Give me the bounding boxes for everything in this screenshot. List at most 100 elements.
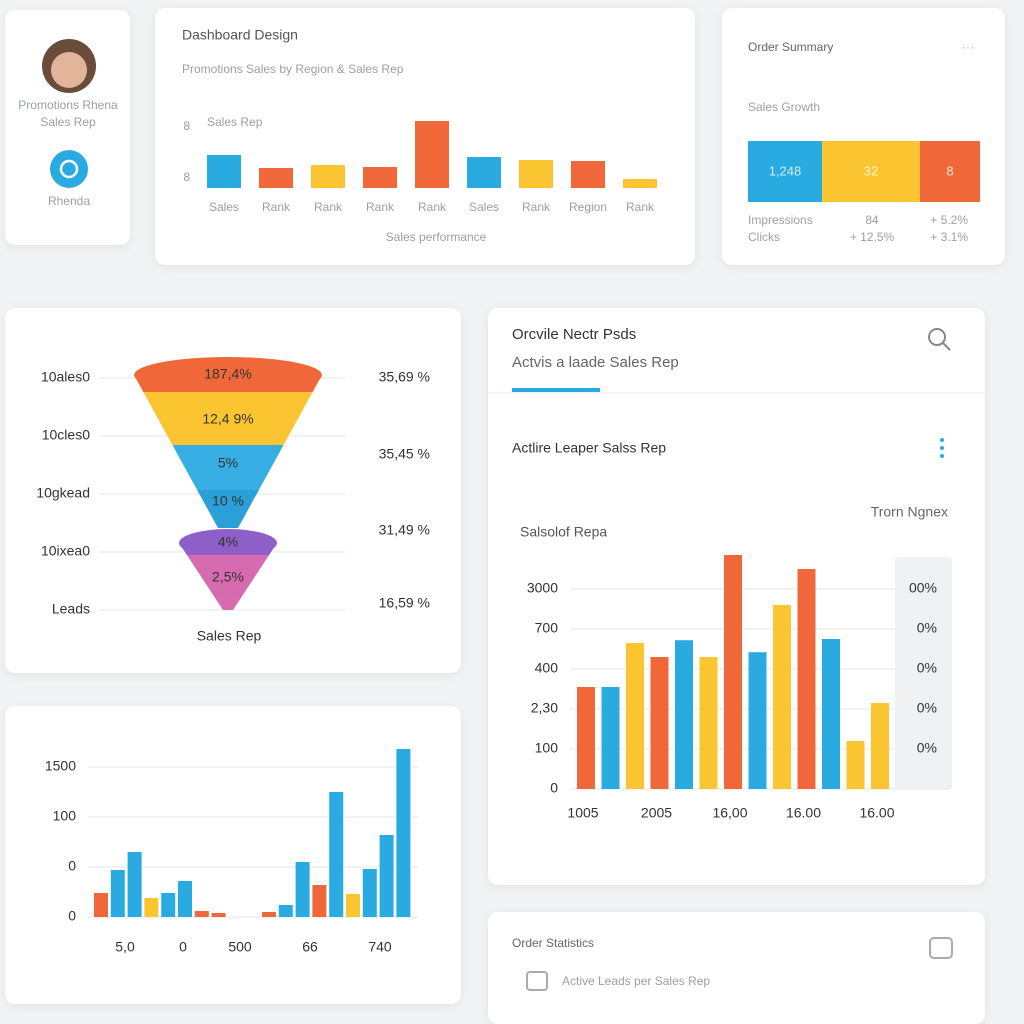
search-icon-handle: [942, 342, 951, 351]
y-tick-label: 1500: [45, 758, 76, 774]
bar: [675, 640, 693, 789]
funnel-caption: Sales Rep: [197, 628, 262, 644]
rate-label: 16,59 %: [379, 595, 430, 611]
bar: [699, 657, 718, 789]
bar: [650, 657, 669, 789]
bar: [601, 687, 620, 789]
x-tick-label: 16.00: [859, 805, 894, 821]
main-chart-legend: Trorn Ngnex: [871, 504, 948, 520]
bar: [346, 894, 360, 917]
bar: [207, 155, 241, 188]
bar: [312, 885, 327, 917]
tab-underline: [512, 388, 600, 392]
x-tick-label: 66: [302, 939, 318, 955]
menu-dot: [940, 454, 944, 458]
summary-subtitle: Sales Growth: [748, 100, 820, 114]
x-tick-label: 500: [228, 939, 252, 955]
layer-label: 2,5%: [212, 569, 244, 585]
top-chart: 8 8 Sales Rank Rank Rank Rank Sales Rank Region Ra…: [183, 119, 657, 214]
layer-label: 187,4%: [204, 366, 251, 382]
bar: [623, 179, 657, 188]
main-chart-tab[interactable]: Actvis a laade Sales Rep: [512, 354, 679, 371]
top-chart-subtitle: Promotions Sales by Region & Sales Rep: [182, 62, 404, 76]
insights-item: Active Leads per Sales Rep: [562, 974, 710, 988]
main-chart: 0 100 2,30 400 700 3000 00% 0% 0% 0% 0% 1005 2005 16,…: [527, 555, 937, 821]
segment: [920, 141, 980, 202]
bar: [822, 639, 840, 789]
summary-footer: Impressions: [748, 213, 813, 227]
funnel-top: [134, 357, 322, 393]
bottom-chart: 0 0 100 1500 5,0 0 500 66 740: [45, 749, 418, 955]
bar: [194, 911, 209, 917]
summary-footer: + 5.2%: [930, 213, 968, 227]
funnel: 10ales0 10cles0 10gkead 10ixea0 Leads 187,4% 1…: [36, 357, 430, 617]
rate-label: 35,45 %: [379, 446, 430, 462]
x-tick-label: Sales: [469, 200, 499, 214]
x-tick-label: Rank: [522, 200, 551, 214]
y-tick-label: 0: [68, 858, 76, 874]
bar: [571, 161, 605, 188]
layer-label: 5%: [218, 455, 238, 471]
x-tick-label: 5,0: [115, 939, 135, 955]
summary-menu[interactable]: ···: [962, 40, 974, 54]
stage-label: 10ales0: [41, 369, 90, 385]
avatar-face: [51, 52, 87, 88]
funnel-layer: [172, 445, 284, 490]
x-tick-label: 16,00: [712, 805, 747, 821]
bar: [178, 881, 192, 917]
y-tick-label: 3000: [527, 580, 558, 596]
summary-bar: 1,248 32 8 Impressions 84 + 5.2% Clicks + 12.5%…: [748, 141, 980, 244]
kebab-menu[interactable]: [940, 438, 944, 458]
bar: [211, 913, 226, 917]
funnel-top: [179, 529, 277, 557]
bar: [262, 912, 276, 917]
top-chart-title: Dashboard Design: [182, 27, 298, 43]
main-chart-y-title: Salsolof Repa: [520, 524, 607, 540]
x-tick-label: 2005: [641, 805, 672, 821]
main-chart-subtitle: Actlire Leaper Salss Rep: [512, 440, 666, 456]
y-tick-label: 100: [53, 808, 77, 824]
y-tick-label: 8: [183, 170, 190, 184]
bar: [144, 898, 159, 917]
y-tick-label: 0: [550, 780, 558, 796]
bar: [396, 749, 411, 917]
side-label: 0%: [917, 740, 937, 756]
y-tick-label: 400: [535, 660, 559, 676]
bar: [278, 905, 293, 917]
segment-label: 1,248: [769, 163, 802, 178]
profile-card: [5, 10, 130, 245]
bar: [519, 160, 553, 188]
profile-action[interactable]: Rhenda: [48, 194, 90, 208]
layer-label: 4%: [218, 534, 238, 550]
bar: [363, 167, 397, 188]
summary-footer: + 3.1%: [930, 230, 968, 244]
x-tick-label: Sales: [209, 200, 239, 214]
bar: [846, 741, 865, 789]
x-tick-label: 740: [368, 939, 392, 955]
bar: [467, 157, 501, 188]
menu-dot: [940, 438, 944, 442]
profile-button[interactable]: [50, 150, 88, 188]
bar: [773, 605, 791, 789]
insights-card: [488, 912, 985, 1024]
bar: [329, 792, 344, 917]
bar: [127, 852, 142, 917]
bar: [797, 569, 816, 789]
stage-label: 10ixea0: [41, 543, 90, 559]
search-icon[interactable]: [928, 328, 946, 346]
segment-label: 8: [946, 163, 953, 178]
segment: [822, 141, 920, 202]
bar: [626, 643, 644, 789]
funnel-layer: [143, 392, 313, 445]
bar: [748, 652, 767, 789]
y-tick-label: 700: [535, 620, 559, 636]
top-chart-legend: Sales Rep: [207, 115, 263, 129]
profile-role: Sales Rep: [40, 115, 96, 129]
x-tick-label: Rank: [262, 200, 291, 214]
funnel-layer: [197, 490, 259, 528]
layer-label: 10 %: [212, 493, 244, 509]
y-tick-label: 8: [183, 119, 190, 133]
bar: [94, 893, 108, 917]
insights-icon[interactable]: [929, 937, 953, 959]
